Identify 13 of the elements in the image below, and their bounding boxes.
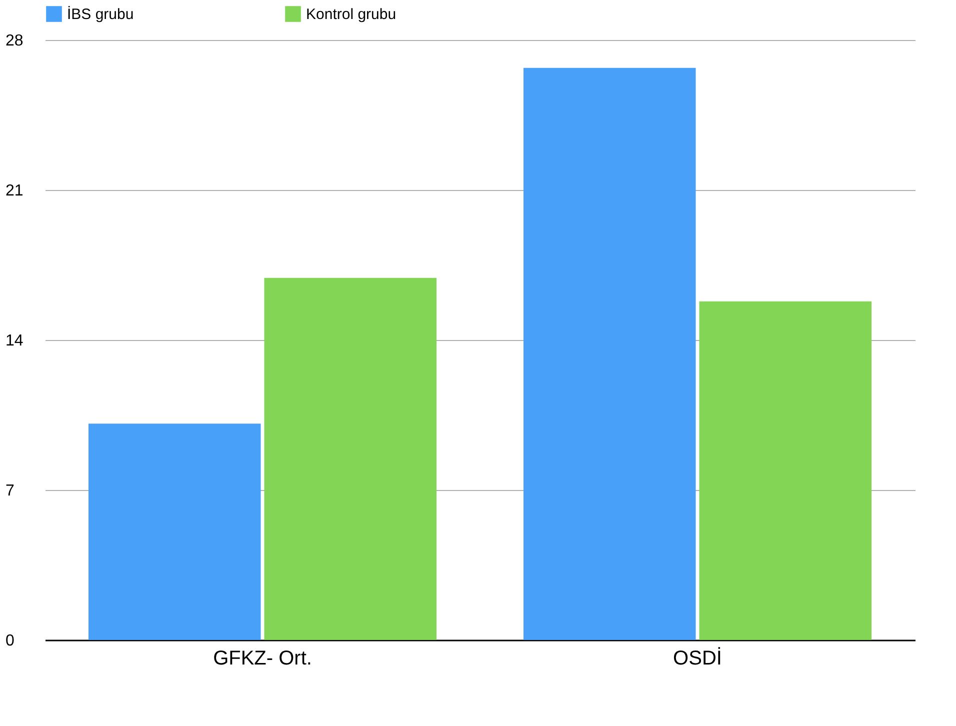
y-tick-label: 0 xyxy=(6,632,14,650)
x-tick-label: OSDİ xyxy=(673,646,722,670)
bar xyxy=(524,68,696,640)
y-tick-label: 21 xyxy=(6,182,24,200)
bar xyxy=(88,424,261,640)
y-tick-label: 14 xyxy=(6,332,24,350)
y-tick-label: 28 xyxy=(6,32,24,50)
legend-label: Kontrol grubu xyxy=(306,6,396,23)
y-tick-label: 7 xyxy=(6,482,14,500)
bar xyxy=(264,278,436,640)
bar xyxy=(699,301,872,640)
legend-label: İBS grubu xyxy=(67,5,134,23)
x-tick-label: GFKZ- Ort. xyxy=(213,648,312,670)
